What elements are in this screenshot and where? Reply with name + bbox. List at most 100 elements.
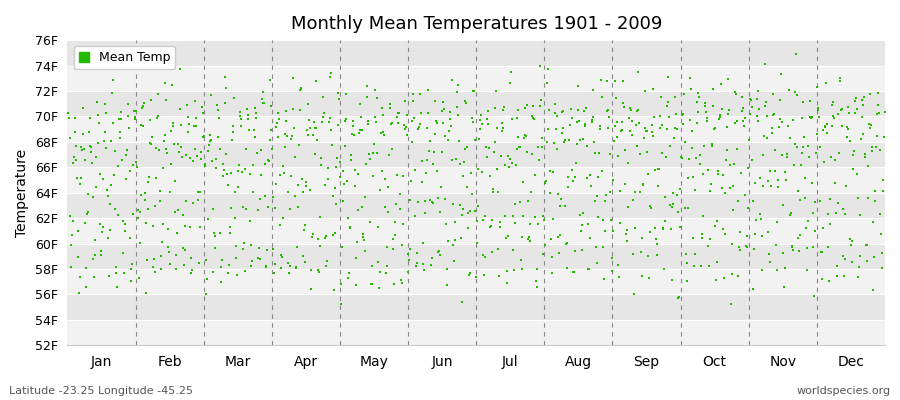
Point bbox=[88, 236, 103, 243]
Point bbox=[251, 255, 266, 261]
Point bbox=[152, 147, 166, 153]
Point bbox=[531, 221, 545, 227]
Point bbox=[778, 264, 792, 271]
Point bbox=[739, 243, 753, 250]
Point bbox=[121, 113, 135, 119]
Point bbox=[195, 134, 210, 140]
Point bbox=[788, 89, 803, 95]
Point bbox=[477, 272, 491, 278]
Point bbox=[864, 121, 878, 128]
Point bbox=[470, 240, 484, 246]
Point bbox=[672, 224, 687, 230]
Point bbox=[686, 234, 700, 241]
Point bbox=[506, 213, 520, 219]
Point bbox=[537, 242, 552, 248]
Point bbox=[295, 176, 310, 182]
Point bbox=[381, 209, 395, 215]
Point bbox=[358, 194, 373, 200]
Point bbox=[650, 241, 664, 247]
Bar bbox=[68, 320, 885, 345]
Point bbox=[285, 132, 300, 139]
Point bbox=[283, 206, 297, 212]
Point bbox=[340, 178, 355, 185]
Point bbox=[314, 155, 328, 162]
Point bbox=[131, 275, 146, 281]
Point bbox=[862, 121, 877, 127]
Point bbox=[422, 137, 436, 144]
Point bbox=[427, 161, 441, 167]
Point bbox=[491, 273, 506, 280]
Point bbox=[853, 212, 868, 218]
Point bbox=[631, 69, 645, 76]
Point bbox=[792, 248, 806, 254]
Point bbox=[278, 131, 293, 138]
Point bbox=[715, 185, 729, 192]
Point bbox=[543, 168, 557, 175]
Point bbox=[518, 132, 532, 138]
Point bbox=[488, 139, 502, 145]
Point bbox=[768, 146, 782, 153]
Point bbox=[514, 266, 528, 272]
Point bbox=[328, 200, 343, 207]
Point bbox=[570, 118, 584, 125]
Point bbox=[459, 144, 473, 150]
Point bbox=[274, 254, 289, 260]
Point bbox=[311, 269, 326, 275]
Point bbox=[256, 100, 271, 106]
Point bbox=[694, 263, 708, 270]
Point bbox=[165, 82, 179, 88]
Point bbox=[418, 210, 432, 216]
Point bbox=[230, 272, 244, 278]
Point bbox=[408, 213, 422, 220]
Point bbox=[734, 170, 748, 176]
Point bbox=[469, 218, 483, 224]
Point bbox=[196, 110, 211, 116]
Point bbox=[306, 132, 320, 139]
Point bbox=[284, 136, 299, 142]
Point bbox=[118, 221, 132, 228]
Point bbox=[430, 168, 445, 174]
Point bbox=[540, 79, 554, 86]
Point bbox=[523, 238, 537, 244]
Point bbox=[774, 71, 788, 77]
Point bbox=[633, 189, 647, 196]
Point bbox=[542, 107, 556, 113]
Point bbox=[307, 119, 321, 126]
Point bbox=[414, 158, 428, 164]
Point bbox=[671, 294, 686, 301]
Point bbox=[436, 105, 451, 112]
Point bbox=[207, 233, 221, 239]
Point bbox=[104, 138, 119, 144]
Point bbox=[664, 277, 679, 283]
Point bbox=[463, 270, 477, 276]
Point bbox=[491, 246, 506, 252]
Point bbox=[586, 87, 600, 93]
Point bbox=[239, 146, 254, 152]
Point bbox=[328, 185, 342, 191]
Point bbox=[500, 232, 515, 239]
Point bbox=[748, 180, 762, 187]
Point bbox=[122, 125, 136, 132]
Point bbox=[379, 270, 393, 276]
Point bbox=[500, 280, 514, 286]
Point bbox=[711, 170, 725, 177]
Point bbox=[796, 134, 811, 140]
Point bbox=[734, 107, 749, 114]
Point bbox=[797, 175, 812, 182]
Point bbox=[328, 230, 342, 236]
Point bbox=[100, 186, 114, 193]
Point bbox=[625, 132, 639, 138]
Point bbox=[541, 66, 555, 72]
Point bbox=[775, 152, 789, 158]
Point bbox=[391, 110, 405, 116]
Point bbox=[481, 121, 495, 127]
Point bbox=[454, 212, 469, 219]
Point bbox=[93, 221, 107, 228]
Point bbox=[345, 151, 359, 158]
Point bbox=[293, 85, 308, 92]
Point bbox=[286, 74, 301, 81]
Point bbox=[419, 124, 434, 131]
Point bbox=[400, 112, 414, 118]
Point bbox=[75, 144, 89, 150]
Point bbox=[581, 266, 596, 272]
